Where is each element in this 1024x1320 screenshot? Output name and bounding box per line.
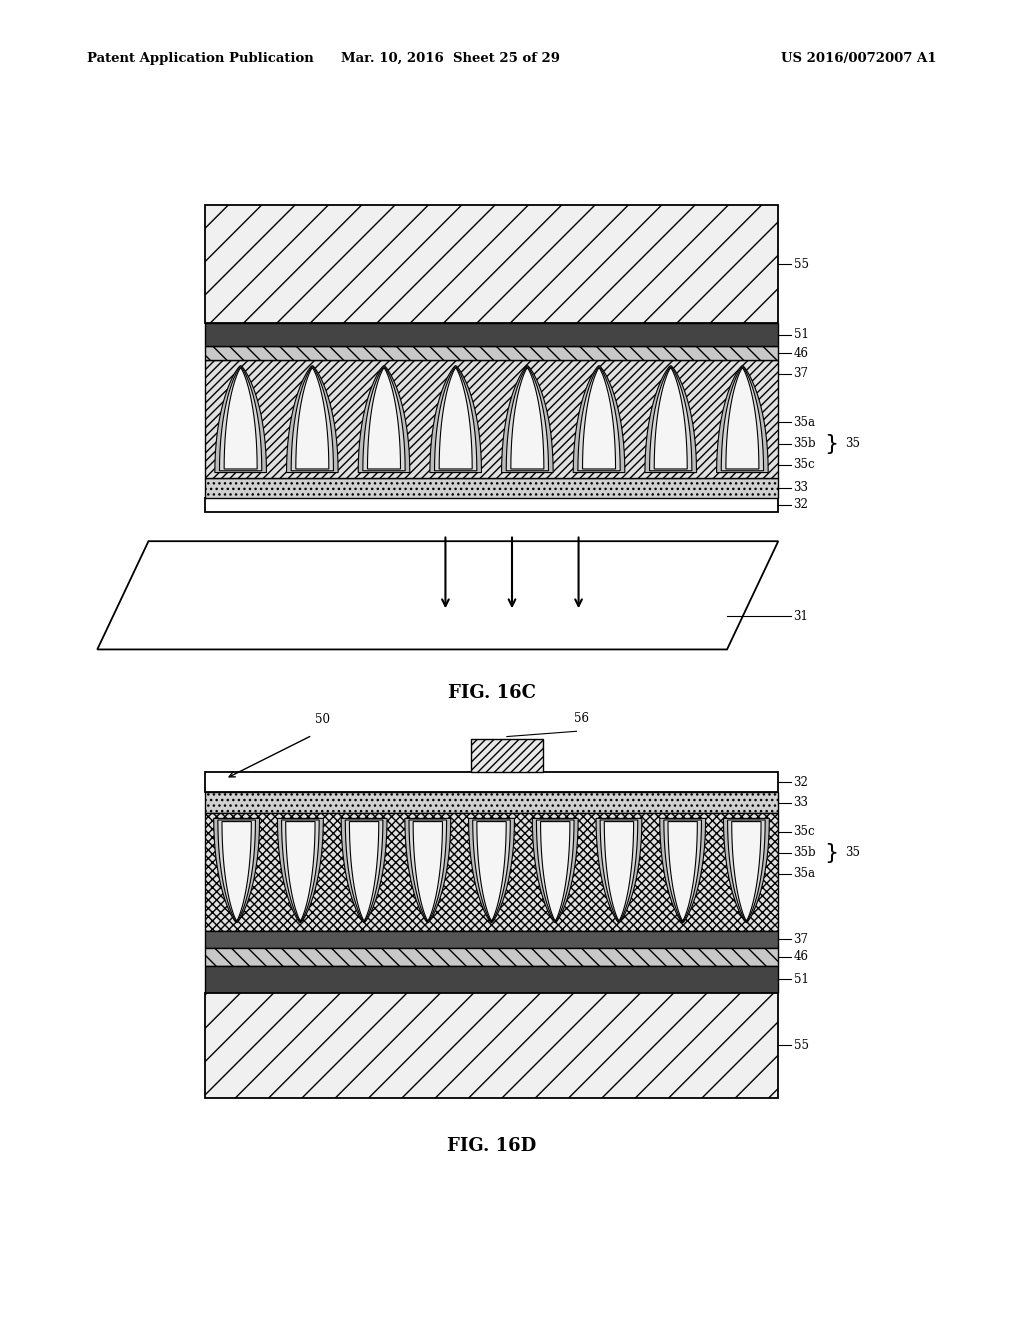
Polygon shape [723, 818, 769, 923]
Polygon shape [413, 821, 442, 920]
Text: 35a: 35a [794, 867, 815, 880]
Polygon shape [409, 820, 446, 921]
Polygon shape [649, 367, 692, 471]
Text: 46: 46 [794, 347, 809, 359]
Text: 33: 33 [794, 482, 809, 494]
Text: FIG. 16D: FIG. 16D [446, 1137, 537, 1155]
Polygon shape [368, 368, 400, 469]
Polygon shape [286, 821, 315, 920]
Polygon shape [541, 821, 570, 920]
Polygon shape [219, 367, 262, 471]
Text: 55: 55 [794, 1039, 809, 1052]
Polygon shape [218, 820, 255, 921]
Polygon shape [664, 820, 701, 921]
Polygon shape [345, 820, 383, 921]
Polygon shape [502, 366, 553, 473]
Text: 35a: 35a [794, 416, 815, 429]
Bar [205, 993, 778, 1098]
Text: US 2016/0072007 A1: US 2016/0072007 A1 [781, 51, 937, 65]
Polygon shape [511, 368, 544, 469]
Polygon shape [726, 368, 759, 469]
Bar [205, 498, 778, 512]
Polygon shape [362, 367, 406, 471]
Polygon shape [434, 367, 477, 471]
Polygon shape [296, 368, 329, 469]
Polygon shape [668, 821, 697, 920]
Text: Mar. 10, 2016  Sheet 25 of 29: Mar. 10, 2016 Sheet 25 of 29 [341, 51, 560, 65]
Text: }: } [824, 433, 839, 454]
Polygon shape [222, 821, 251, 920]
Polygon shape [287, 366, 338, 473]
Bar [205, 360, 778, 478]
Text: 51: 51 [794, 329, 809, 341]
Polygon shape [537, 820, 574, 921]
Polygon shape [596, 818, 642, 923]
Polygon shape [404, 818, 451, 923]
Text: 35b: 35b [794, 846, 816, 859]
Polygon shape [477, 821, 506, 920]
Bar [205, 966, 778, 993]
Polygon shape [278, 818, 324, 923]
Polygon shape [645, 366, 696, 473]
Text: 46: 46 [794, 950, 809, 964]
Text: 55: 55 [794, 257, 809, 271]
Polygon shape [214, 818, 260, 923]
Polygon shape [506, 367, 549, 471]
Text: 50: 50 [315, 713, 330, 726]
Polygon shape [358, 366, 410, 473]
Bar [205, 792, 778, 813]
Text: 35c: 35c [794, 458, 815, 471]
Polygon shape [341, 818, 387, 923]
Text: 37: 37 [794, 933, 809, 945]
Polygon shape [473, 820, 510, 921]
Text: }: } [824, 842, 839, 863]
Polygon shape [224, 368, 257, 469]
Polygon shape [604, 821, 634, 920]
Polygon shape [600, 820, 638, 921]
Bar [205, 948, 778, 966]
Text: 56: 56 [574, 711, 589, 725]
Text: FIG. 16C: FIG. 16C [447, 684, 536, 702]
Bar [205, 205, 778, 323]
Bar [205, 931, 778, 948]
Polygon shape [717, 366, 768, 473]
Polygon shape [659, 818, 706, 923]
Bar [471, 739, 543, 772]
Text: 32: 32 [794, 499, 809, 511]
Polygon shape [654, 368, 687, 469]
Bar [205, 813, 778, 931]
Polygon shape [721, 367, 764, 471]
Text: 33: 33 [794, 796, 809, 809]
Text: 35: 35 [845, 437, 860, 450]
Polygon shape [469, 818, 514, 923]
Polygon shape [573, 366, 625, 473]
Text: 51: 51 [794, 973, 809, 986]
Bar [205, 323, 778, 346]
Bar [205, 772, 778, 792]
Text: 37: 37 [794, 367, 809, 380]
Text: 35c: 35c [794, 825, 815, 838]
Polygon shape [532, 818, 579, 923]
Polygon shape [583, 368, 615, 469]
Polygon shape [732, 821, 761, 920]
Text: 35b: 35b [794, 437, 816, 450]
Text: 35: 35 [845, 846, 860, 859]
Text: 32: 32 [794, 776, 809, 788]
Polygon shape [97, 541, 778, 649]
Bar [205, 478, 778, 498]
Text: 31: 31 [794, 610, 809, 623]
Polygon shape [728, 820, 765, 921]
Text: Patent Application Publication: Patent Application Publication [87, 51, 313, 65]
Polygon shape [439, 368, 472, 469]
Polygon shape [430, 366, 481, 473]
Polygon shape [291, 367, 334, 471]
Polygon shape [215, 366, 266, 473]
Polygon shape [282, 820, 319, 921]
Polygon shape [349, 821, 379, 920]
Bar [205, 346, 778, 360]
Polygon shape [578, 367, 621, 471]
